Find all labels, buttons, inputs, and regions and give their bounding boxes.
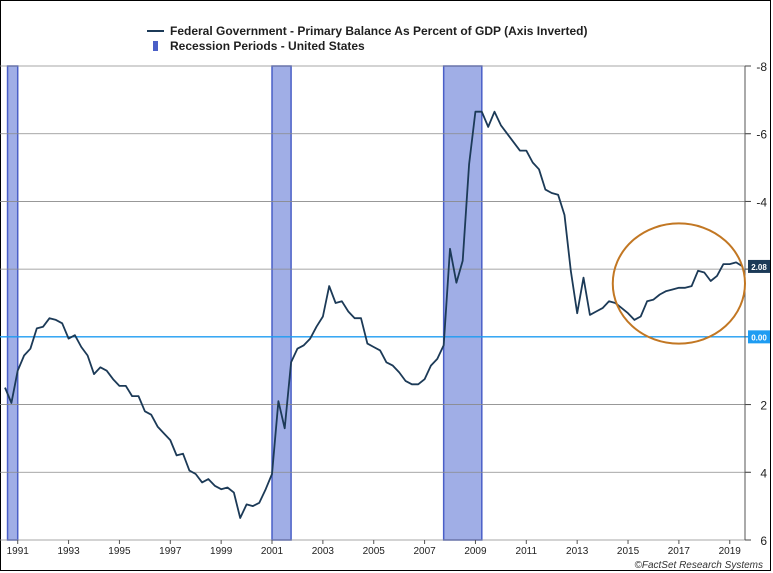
chart-legend: Federal Government - Primary Balance As … <box>147 23 587 53</box>
x-tick-label: 1991 <box>7 546 30 557</box>
x-tick-label: 2007 <box>413 546 436 557</box>
recession-band-1 <box>6 65 19 541</box>
y-tick-label: -8 <box>756 60 767 74</box>
x-tick-label: 2011 <box>516 546 538 557</box>
x-tick-label: 2019 <box>719 546 742 557</box>
legend-item-primary-balance[interactable]: Federal Government - Primary Balance As … <box>147 23 587 38</box>
y-tick-label: -6 <box>756 128 767 142</box>
x-tick-label: 2017 <box>668 546 691 557</box>
primary-balance-line <box>4 110 743 519</box>
x-tick-label: 2001 <box>261 546 284 557</box>
y-tick-label: 6 <box>760 534 767 548</box>
zero-value-badge <box>748 330 770 344</box>
recession-band-3 <box>442 65 483 541</box>
last-value-label: 2.08 <box>751 263 767 272</box>
x-tick-label: 2009 <box>464 546 487 557</box>
y-tick-label: 4 <box>760 466 767 480</box>
x-tick-label: 1995 <box>108 546 131 557</box>
zero-value-label: 0.00 <box>751 333 767 342</box>
last-value-badge <box>748 259 770 273</box>
legend-item-recession[interactable]: Recession Periods - United States <box>147 38 587 53</box>
y-tick-label: 2 <box>760 399 767 413</box>
x-tick-label: 2015 <box>617 546 640 557</box>
x-tick-label: 2005 <box>363 546 386 557</box>
legend-band-swatch <box>153 40 158 51</box>
x-tick-label: 2003 <box>312 546 335 557</box>
legend-line-swatch <box>147 29 164 32</box>
recession-band-2 <box>271 65 292 541</box>
x-tick-label: 1997 <box>159 546 182 557</box>
legend-label-recession: Recession Periods - United States <box>170 38 365 53</box>
legend-label-primary-balance: Federal Government - Primary Balance As … <box>170 23 588 38</box>
x-tick-label: 1999 <box>210 546 233 557</box>
highlight-circle <box>611 222 747 345</box>
source-credit: ©FactSet Research Systems <box>634 560 763 571</box>
x-tick-label: 1993 <box>57 546 80 557</box>
y-tick-label: -4 <box>756 195 767 209</box>
x-tick-label: 2013 <box>566 546 589 557</box>
